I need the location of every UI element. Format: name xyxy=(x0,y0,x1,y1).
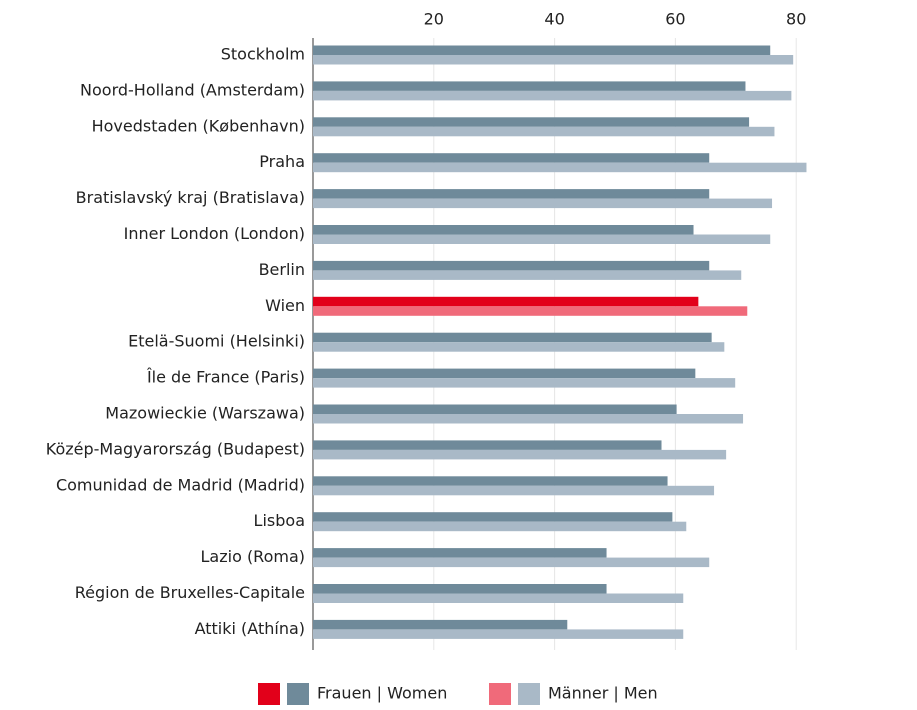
bar xyxy=(313,368,696,379)
y-tick-label: Région de Bruxelles-Capitale xyxy=(75,583,305,602)
bar xyxy=(313,198,773,209)
bar xyxy=(313,485,715,496)
bar xyxy=(313,81,746,91)
bar xyxy=(313,225,694,235)
bar xyxy=(313,378,736,388)
bar xyxy=(313,404,677,414)
legend-label: Frauen | Women xyxy=(317,684,447,703)
bar xyxy=(313,189,710,199)
x-tick-label: 80 xyxy=(786,10,806,29)
bar xyxy=(313,342,725,352)
bar xyxy=(313,234,771,244)
y-tick-label: Attiki (Athína) xyxy=(195,619,305,638)
bar xyxy=(313,584,607,594)
bar xyxy=(313,153,710,163)
legend-swatch xyxy=(287,683,309,705)
bar xyxy=(313,117,750,127)
y-tick-label: Bratislavský kraj (Bratislava) xyxy=(76,188,305,207)
legend-label: Männer | Men xyxy=(548,684,658,703)
y-tick-label: Wien xyxy=(265,296,305,315)
y-tick-label: Inner London (London) xyxy=(124,224,305,243)
y-tick-label: Noord-Holland (Amsterdam) xyxy=(80,80,305,99)
bar xyxy=(313,557,710,568)
x-tick-label: 40 xyxy=(544,10,564,29)
bar xyxy=(313,126,775,137)
bar xyxy=(313,332,712,343)
bar xyxy=(313,414,744,424)
bar xyxy=(313,270,742,280)
y-tick-label: Közép-Magyarország (Budapest) xyxy=(46,439,305,458)
bar xyxy=(313,90,792,101)
bar xyxy=(313,629,684,639)
y-tick-label: Stockholm xyxy=(221,45,305,64)
legend-swatch xyxy=(258,683,280,705)
bar xyxy=(313,476,668,486)
y-tick-label: Lazio (Roma) xyxy=(201,547,306,566)
legend-swatch xyxy=(518,683,540,705)
y-tick-label: Lisboa xyxy=(254,511,305,530)
y-tick-label: Hovedstaden (København) xyxy=(92,116,305,135)
y-tick-label: Praha xyxy=(259,152,305,171)
x-tick-label: 20 xyxy=(424,10,444,29)
x-tick-label: 60 xyxy=(665,10,685,29)
y-tick-label: Berlin xyxy=(259,260,305,279)
bar xyxy=(313,521,687,532)
bar xyxy=(313,162,807,173)
bar xyxy=(313,306,748,316)
bar xyxy=(313,512,673,522)
bar xyxy=(313,619,568,630)
bar xyxy=(313,440,662,450)
y-tick-label: Île de France (Paris) xyxy=(146,368,305,387)
y-tick-label: Etelä-Suomi (Helsinki) xyxy=(128,332,305,351)
legend-swatch xyxy=(489,683,511,705)
y-tick-label: Comunidad de Madrid (Madrid) xyxy=(56,475,305,494)
bar xyxy=(313,449,727,460)
y-tick-label: Mazowieckie (Warszawa) xyxy=(105,404,305,423)
bar xyxy=(313,260,710,271)
bar xyxy=(313,296,699,307)
bar xyxy=(313,55,794,65)
bar xyxy=(313,593,684,603)
bar xyxy=(313,548,607,558)
bar xyxy=(313,45,771,55)
